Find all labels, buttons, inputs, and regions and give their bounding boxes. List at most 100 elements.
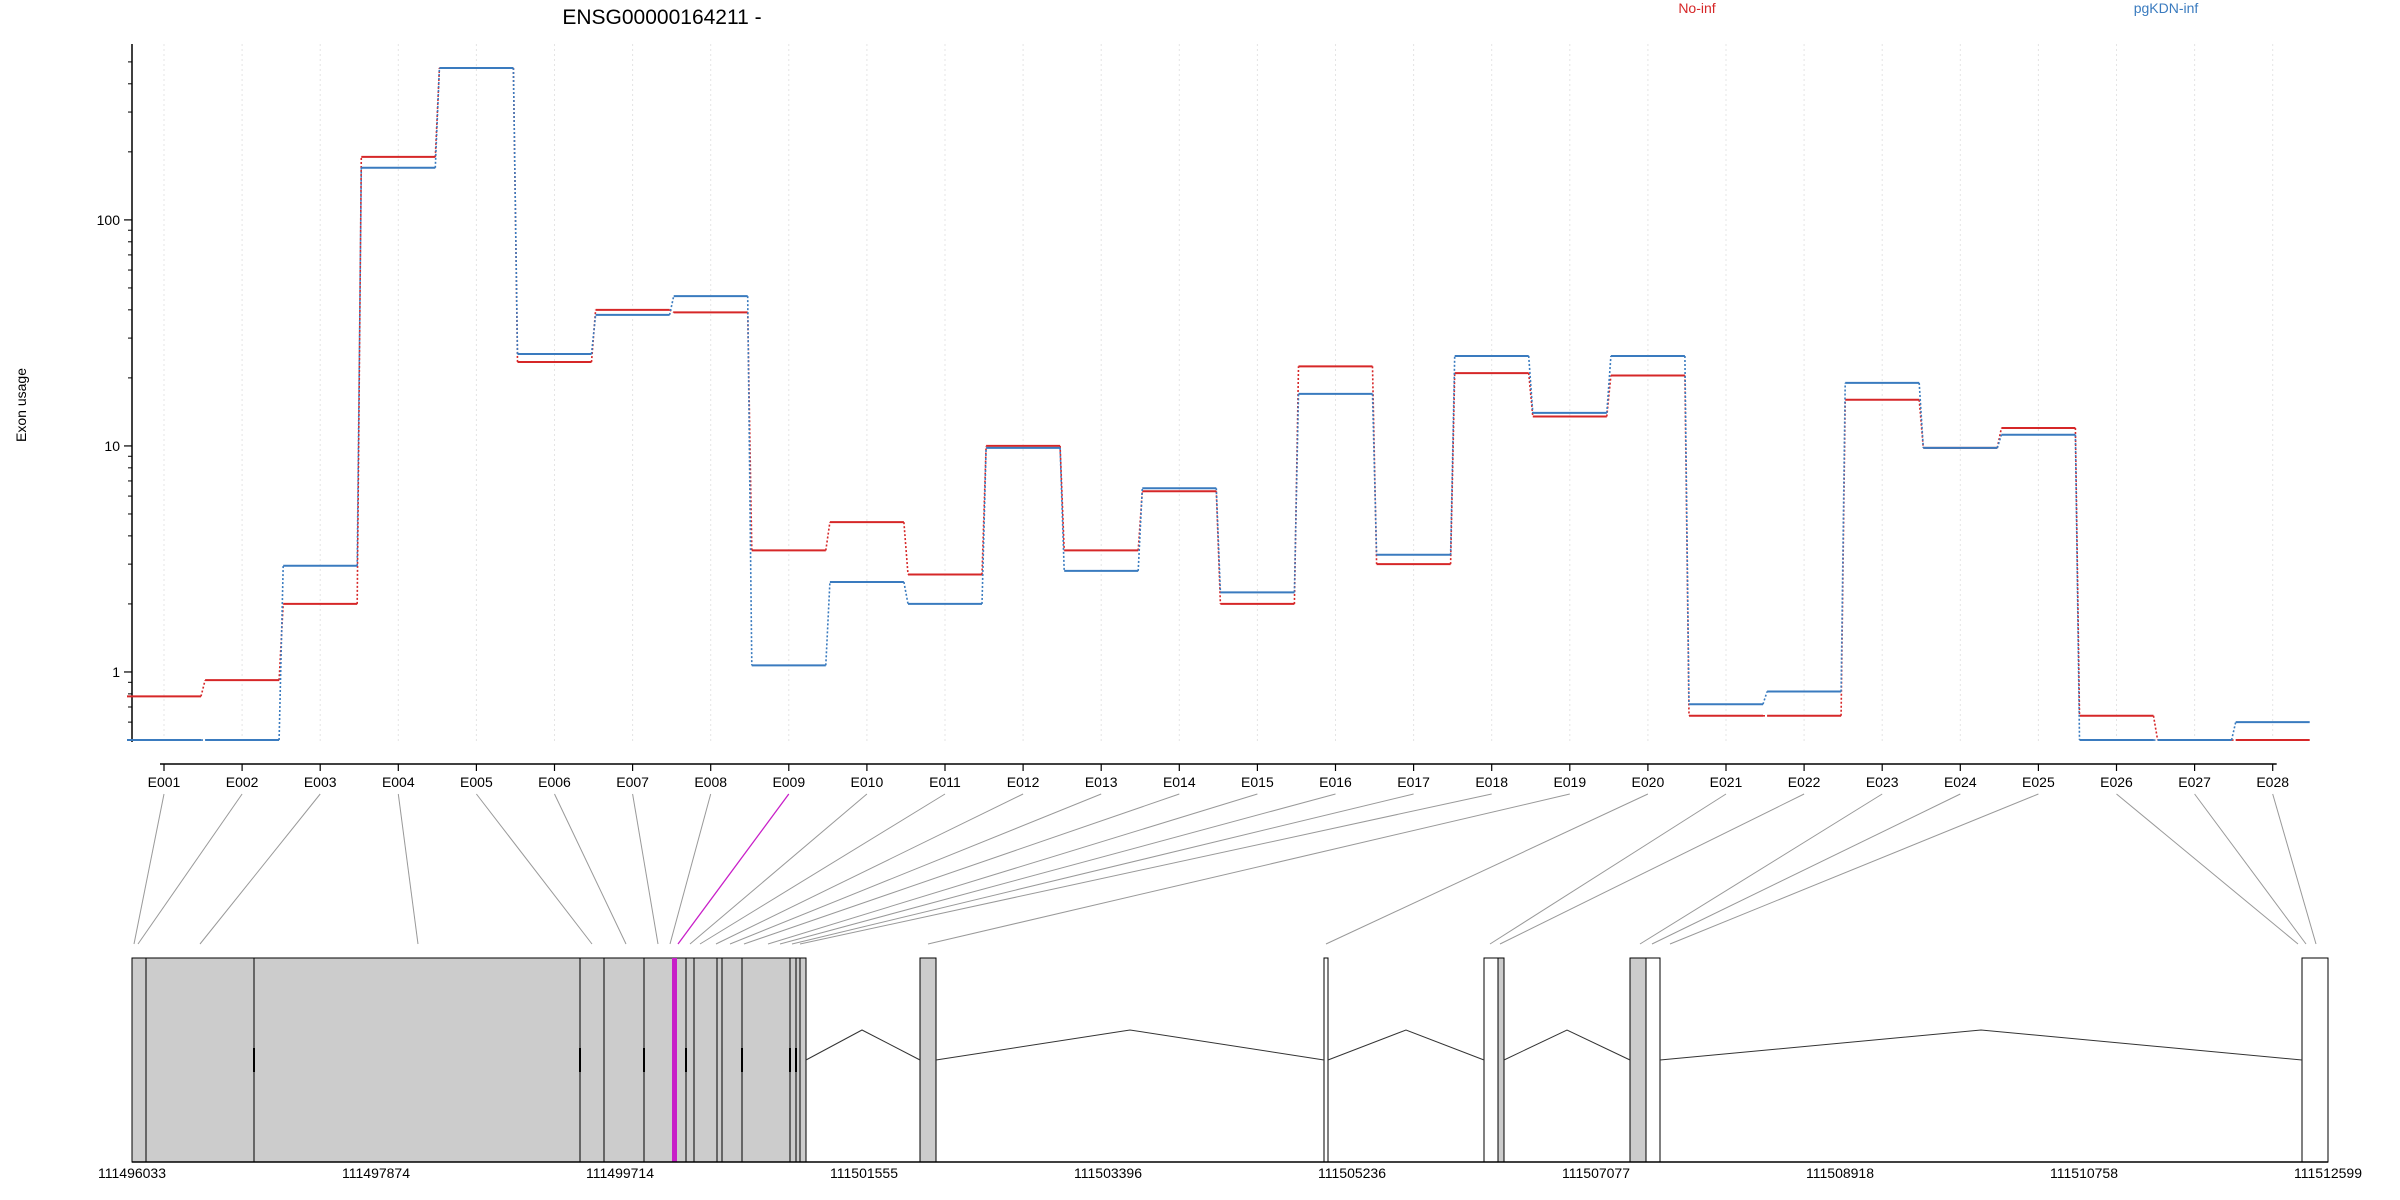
transition-line [1606, 375, 1612, 417]
transition-line [1527, 355, 1534, 413]
connector-line [779, 793, 1336, 945]
connector-line [2194, 793, 2307, 945]
transition-line [1137, 488, 1144, 571]
legend-no-inf: No-inf [1678, 0, 1715, 16]
connector-line [137, 793, 243, 945]
coordinate-tick-label: 111499714 [586, 1165, 654, 1181]
x-tick-label: E018 [1475, 774, 1508, 790]
x-tick-label: E007 [616, 774, 649, 790]
vertical-grid [163, 44, 2274, 742]
exon-block [716, 957, 723, 1163]
transition-line [434, 67, 441, 168]
connector-line [791, 793, 1414, 945]
exon-block [1629, 957, 1647, 1163]
exon-block [643, 957, 675, 1163]
transition-line [434, 67, 441, 157]
x-tick-label: E021 [1710, 774, 1743, 790]
connector-line [689, 793, 868, 945]
transition-line [1606, 355, 1612, 413]
exon-block [741, 957, 791, 1163]
coordinate-tick-label: 111505236 [1318, 1165, 1386, 1181]
connector-line [1639, 793, 1883, 945]
x-tick-label: E006 [538, 774, 571, 790]
connector-line [632, 793, 659, 945]
transition-line [2074, 434, 2081, 741]
x-tick-label: E017 [1397, 774, 1430, 790]
coordinate-tick-label: 111510758 [2050, 1165, 2118, 1181]
x-tick-label: E015 [1241, 774, 1274, 790]
x-tick-label: E026 [2100, 774, 2133, 790]
x-tick-label: E028 [2256, 774, 2289, 790]
transition-line [200, 679, 206, 697]
connector-line [767, 793, 1258, 945]
coordinate-tick-label: 111508918 [1806, 1165, 1874, 1181]
transition-line [1293, 393, 1300, 593]
transition-line [278, 565, 284, 741]
connector-line [2272, 793, 2317, 945]
x-tick-label: E002 [226, 774, 259, 790]
exon-block [579, 957, 605, 1163]
x-tick-label: E013 [1085, 774, 1118, 790]
coordinate-tick-label: 111503396 [1074, 1165, 1142, 1181]
x-tick-label: E025 [2022, 774, 2055, 790]
series-No-inf [127, 66, 2310, 742]
highlighted-exon [672, 958, 677, 1162]
y-tick-label: 10 [104, 438, 120, 454]
exon-block [603, 957, 645, 1163]
connector-line [715, 793, 1024, 945]
intron-line [1659, 1029, 2303, 1061]
y-axis: 1 10 100 [97, 44, 133, 742]
connector-line [799, 793, 1492, 945]
exon-block [131, 957, 147, 1163]
x-tick-label: E020 [1632, 774, 1665, 790]
connector-line [2116, 793, 2299, 945]
connector-line [199, 793, 321, 945]
transition-line [2152, 715, 2159, 741]
x-tick-label: E014 [1163, 774, 1196, 790]
transition-line [1996, 427, 2003, 449]
x-tick-label: E022 [1788, 774, 1821, 790]
transition-line [1371, 393, 1378, 555]
transition-line [1215, 488, 1222, 593]
exon-block [799, 957, 807, 1163]
transition-line [512, 67, 519, 355]
transition-line [278, 603, 284, 681]
exon-block [1497, 957, 1505, 1163]
exon-block [1483, 957, 1499, 1163]
x-tick-label: E010 [851, 774, 884, 790]
x-tick-label: E023 [1866, 774, 1899, 790]
exon-block [685, 957, 695, 1163]
coordinate-axis: 111496033 111497874 111499714 111501555 1115… [98, 1161, 2362, 1181]
series-pgKDN-inf [127, 66, 2310, 742]
x-tick-label: E016 [1319, 774, 1352, 790]
transition-line [1059, 447, 1065, 571]
exon-block [919, 957, 937, 1163]
connector-line [677, 793, 790, 945]
transition-line [1215, 491, 1222, 604]
connector-line [133, 793, 165, 945]
transition-line [356, 156, 363, 604]
exon-block [145, 957, 255, 1163]
x-tick-label: E008 [694, 774, 727, 790]
legend-pgkdn-inf: pgKDN-inf [2134, 0, 2199, 16]
transition-line [1059, 445, 1065, 551]
exon-block [693, 957, 718, 1163]
series-lines [127, 66, 2310, 742]
connector-line [927, 793, 1570, 945]
connector-line [743, 793, 1180, 945]
connector-line [729, 793, 1102, 945]
coordinate-tick-label: 111496033 [98, 1165, 166, 1181]
transition-line [590, 314, 597, 355]
chart-title: ENSG00000164211 - [562, 6, 761, 29]
x-tick-label: E012 [1007, 774, 1040, 790]
connector-line [1651, 793, 1961, 945]
transition-line [825, 522, 831, 551]
transition-line [1996, 434, 2003, 449]
gene-model [131, 957, 2329, 1163]
connector-line [1499, 793, 1805, 945]
connector-line [699, 793, 946, 945]
coordinate-tick-label: 111497874 [342, 1165, 410, 1181]
intron-line [935, 1029, 1325, 1061]
connector-line [476, 793, 593, 945]
